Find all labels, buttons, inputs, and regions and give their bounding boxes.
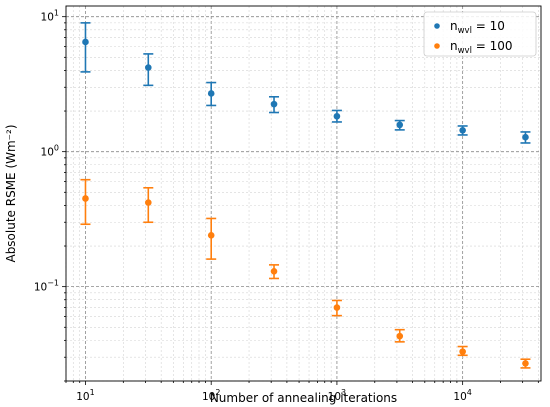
x-axis-label: Number of annealing iterations bbox=[210, 391, 397, 405]
data-point bbox=[522, 360, 529, 367]
axis-ticks: 101 102 103 104 10−1 100 101 bbox=[34, 9, 539, 403]
data-point bbox=[270, 267, 278, 275]
data-point bbox=[144, 64, 152, 71]
x-tick-label: 104 bbox=[453, 388, 471, 403]
data-point bbox=[82, 38, 89, 46]
x-tick-label: 102 bbox=[202, 388, 220, 403]
legend-marker bbox=[434, 23, 440, 29]
data-point bbox=[396, 121, 404, 129]
legend-label: nwvl = 100 bbox=[450, 39, 513, 56]
data-layer bbox=[80, 22, 531, 369]
grid bbox=[65, 6, 541, 382]
x-tick-label: 103 bbox=[328, 388, 346, 403]
data-point bbox=[207, 232, 215, 239]
plot-frame bbox=[65, 5, 542, 382]
data-point bbox=[396, 332, 404, 340]
data-point bbox=[144, 199, 152, 206]
data-point bbox=[459, 348, 466, 355]
data-point bbox=[82, 195, 89, 202]
data-point bbox=[207, 90, 215, 97]
data-point bbox=[270, 100, 278, 108]
legend-marker bbox=[434, 43, 440, 49]
y-tick-label: 100 bbox=[41, 144, 59, 159]
legend: nwvl = 10 nwvl = 100 bbox=[423, 11, 537, 57]
legend-box bbox=[423, 11, 537, 57]
x-tick-label: 101 bbox=[76, 388, 94, 403]
data-point bbox=[333, 112, 341, 120]
data-point bbox=[333, 304, 341, 311]
data-point bbox=[459, 126, 466, 134]
data-point bbox=[522, 133, 529, 141]
y-axis-label: Absolute RSME (Wm⁻²) bbox=[4, 124, 18, 262]
y-tick-label: 101 bbox=[41, 9, 59, 24]
series-1 bbox=[80, 178, 531, 369]
legend-label: nwvl = 10 bbox=[450, 19, 505, 36]
y-tick-label: 10−1 bbox=[34, 279, 59, 294]
series-0 bbox=[80, 22, 531, 144]
